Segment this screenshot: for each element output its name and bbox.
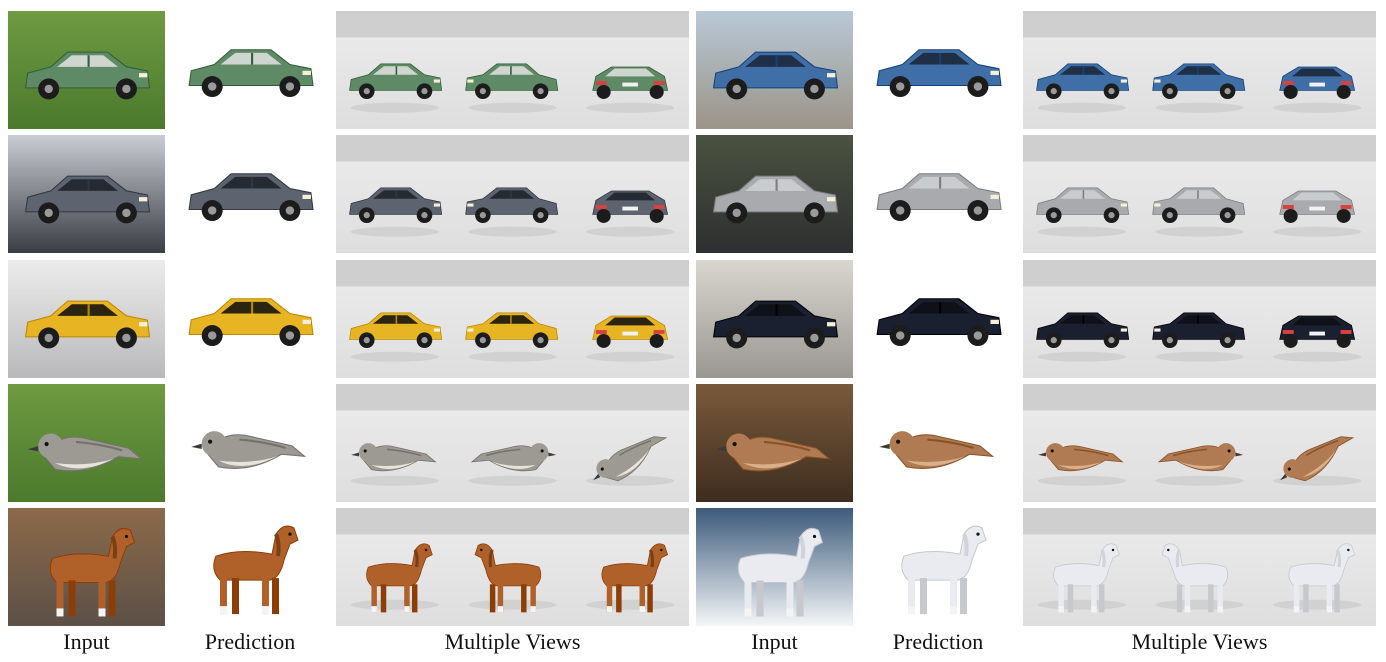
prediction-image-car-row3-right: [858, 260, 1018, 378]
input-image-car-row3-right: [696, 260, 853, 378]
multiple-views-car-row3-right: [1023, 260, 1376, 378]
input-image-car-row2-left: [8, 135, 165, 253]
multiple-views-car-row1-left: [336, 11, 689, 129]
label-prediction-left: Prediction: [204, 629, 296, 654]
label-input-left: Input: [63, 629, 110, 654]
prediction-image-bird-row4-right: [858, 384, 1018, 502]
label-input-right: Input: [751, 629, 798, 654]
prediction-image-car-row2-left: [170, 135, 330, 253]
input-image-car-row3-left: [8, 260, 165, 378]
prediction-image-car-row1-left: [170, 11, 330, 129]
input-image-car-row1-left: [8, 11, 165, 129]
prediction-image-car-row1-right: [858, 11, 1018, 129]
input-image-horse-row5-left: [8, 508, 165, 626]
label-views-right: Multiple Views: [1131, 629, 1268, 654]
input-image-car-row2-right: [696, 135, 853, 253]
input-image-bird-row4-right: [696, 384, 853, 502]
prediction-image-horse-row5-right: [858, 508, 1018, 626]
input-image-horse-row5-right: [696, 508, 853, 626]
multiple-views-bird-row4-right: [1023, 384, 1376, 502]
multiple-views-car-row2-right: [1023, 135, 1376, 253]
label-prediction-right: Prediction: [892, 629, 984, 654]
prediction-image-horse-row5-left: [170, 508, 330, 626]
label-views-left: Multiple Views: [444, 629, 581, 654]
multiple-views-horse-row5-right: [1023, 508, 1376, 626]
multiple-views-bird-row4-left: [336, 384, 689, 502]
prediction-image-bird-row4-left: [170, 384, 330, 502]
input-image-bird-row4-left: [8, 384, 165, 502]
prediction-image-car-row3-left: [170, 260, 330, 378]
multiple-views-car-row1-right: [1023, 11, 1376, 129]
multiple-views-horse-row5-left: [336, 508, 689, 626]
multiple-views-car-row3-left: [336, 260, 689, 378]
multiple-views-car-row2-left: [336, 135, 689, 253]
prediction-image-car-row2-right: [858, 135, 1018, 253]
input-image-car-row1-right: [696, 11, 853, 129]
